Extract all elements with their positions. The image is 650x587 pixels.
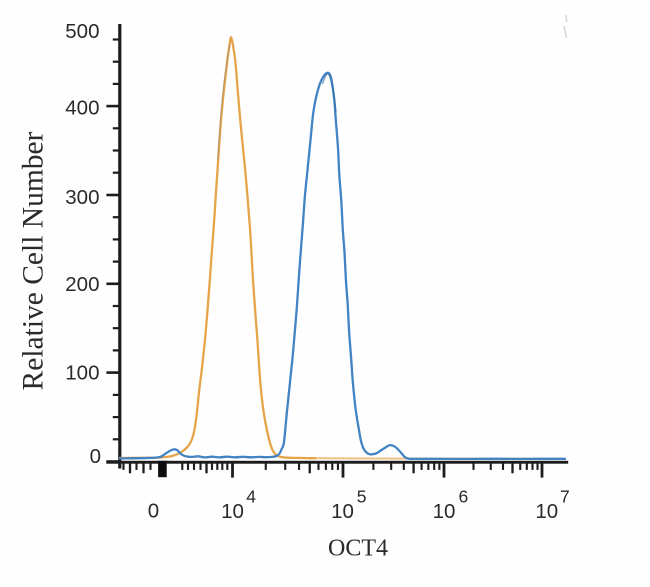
svg-text:10: 10 [221,500,244,523]
svg-text:0: 0 [90,445,101,468]
svg-text:500: 500 [65,20,99,43]
svg-text:400: 400 [65,96,99,119]
svg-text:100: 100 [65,362,99,385]
svg-text:10: 10 [535,500,558,523]
svg-text:5: 5 [357,487,367,507]
svg-text:10: 10 [433,500,456,523]
svg-text:200: 200 [65,273,99,296]
svg-text:4: 4 [246,487,256,507]
svg-text:300: 300 [65,186,99,209]
svg-text:OCT4: OCT4 [328,536,388,562]
svg-text:Relative Cell Number: Relative Cell Number [17,131,49,390]
svg-text:6: 6 [459,487,469,507]
svg-text:10: 10 [331,500,354,523]
svg-text:0: 0 [148,500,159,523]
svg-text:7: 7 [560,487,570,507]
